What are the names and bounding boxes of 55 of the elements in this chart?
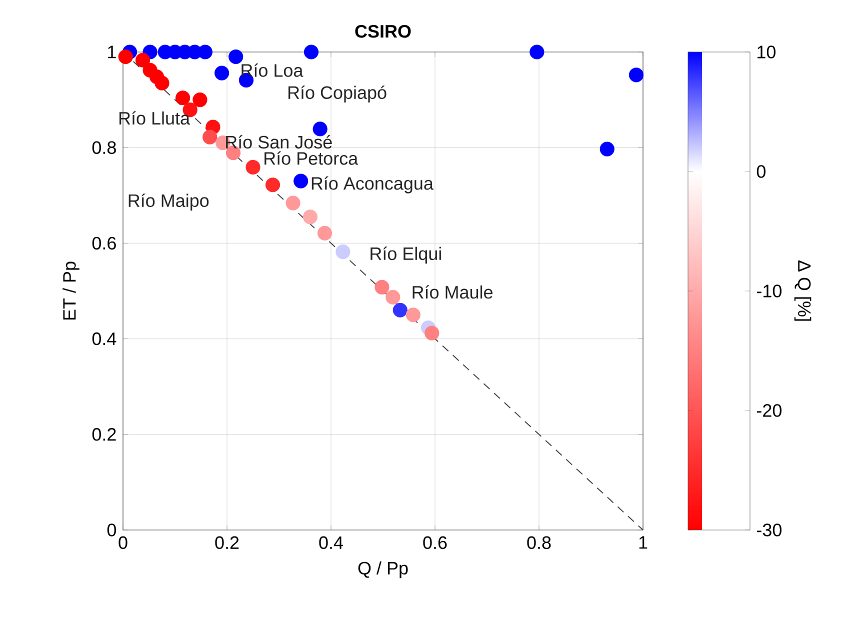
point	[336, 244, 350, 260]
x-tick-label: 1	[639, 536, 648, 549]
point	[628, 68, 644, 82]
x-axis-title: Q / Pp	[358, 561, 408, 578]
annotation: Río Maipo	[128, 194, 209, 211]
annotation: Río Copiapó	[288, 86, 386, 103]
color-bar-label: -30	[756, 524, 782, 536]
annotation: Río Petorca	[264, 151, 358, 165]
x-tick-label: 0	[118, 536, 128, 550]
point	[118, 49, 133, 64]
point	[600, 142, 614, 156]
annotation: Río Loa	[242, 63, 304, 77]
point	[392, 302, 408, 318]
color-bar-title: Δ Q [%]	[794, 260, 812, 321]
point	[374, 280, 390, 294]
y-tick-label: 1	[108, 46, 116, 58]
x-tick-label: 0.6	[423, 536, 447, 550]
point	[192, 92, 208, 108]
point	[214, 66, 230, 80]
point	[312, 122, 328, 136]
point	[317, 226, 332, 240]
annotation: Río San José	[226, 135, 332, 149]
annotation: Río Aconcagua	[312, 176, 434, 194]
point	[302, 210, 318, 224]
point	[286, 196, 300, 210]
point	[265, 178, 280, 192]
y-tick-label: 0	[107, 524, 116, 536]
color-bar-label: -20	[756, 404, 782, 417]
x-tick-label: 0.8	[527, 536, 551, 550]
y-axis-title: ET / Pp	[62, 262, 80, 320]
x-tick-label: 0.4	[319, 536, 343, 550]
point	[530, 44, 544, 60]
point	[304, 44, 319, 60]
point	[228, 49, 244, 64]
color-bar-label: -10	[756, 284, 782, 298]
point	[154, 76, 170, 90]
annotation: Río Elqui	[370, 246, 441, 264]
chart-title: CSIRO	[355, 24, 411, 38]
point	[406, 308, 420, 322]
point	[202, 130, 218, 144]
color-bar-label: 0	[756, 165, 766, 178]
annotation: Río Lluta	[119, 111, 190, 125]
point	[135, 52, 150, 68]
point	[386, 290, 400, 305]
y-tick-label: 0.2	[92, 428, 116, 441]
annotation: Río Maule	[412, 285, 493, 299]
color-bar-label: 10	[758, 46, 776, 58]
point	[246, 160, 260, 174]
y-tick-label: 0.8	[92, 141, 116, 154]
y-tick-label: 0.4	[92, 332, 116, 346]
x-tick-label: 0.2	[215, 536, 239, 550]
point	[424, 326, 440, 340]
point	[176, 90, 190, 106]
point	[294, 174, 308, 188]
y-tick-label: 0.6	[92, 236, 116, 250]
